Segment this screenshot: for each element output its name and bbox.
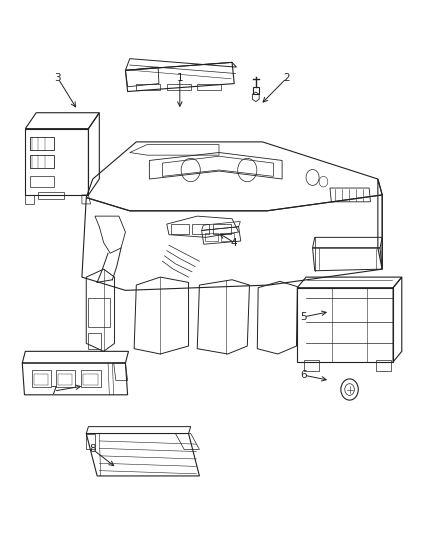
Text: 5: 5 <box>300 312 307 322</box>
Bar <box>56 370 75 387</box>
Bar <box>192 224 209 233</box>
Text: 6: 6 <box>300 370 307 380</box>
Text: 4: 4 <box>231 238 237 248</box>
Bar <box>58 374 72 385</box>
Text: 3: 3 <box>55 73 61 83</box>
Bar <box>83 374 98 385</box>
Bar <box>205 233 218 241</box>
Bar <box>39 192 64 199</box>
Bar <box>32 370 51 387</box>
Bar <box>171 224 188 233</box>
Bar <box>221 233 234 241</box>
Bar <box>81 370 101 387</box>
Bar <box>304 360 319 372</box>
Bar <box>167 84 191 91</box>
Text: 7: 7 <box>50 386 57 396</box>
Bar <box>376 360 391 372</box>
Bar <box>88 333 102 349</box>
Text: 1: 1 <box>177 73 183 83</box>
Bar <box>213 224 231 233</box>
Bar <box>30 155 53 168</box>
Bar <box>30 176 53 187</box>
Bar <box>30 136 53 150</box>
Bar <box>136 84 160 91</box>
Text: 2: 2 <box>283 73 290 83</box>
Text: 8: 8 <box>89 445 96 455</box>
Bar <box>88 298 110 327</box>
Bar <box>197 84 221 91</box>
Bar <box>34 374 48 385</box>
